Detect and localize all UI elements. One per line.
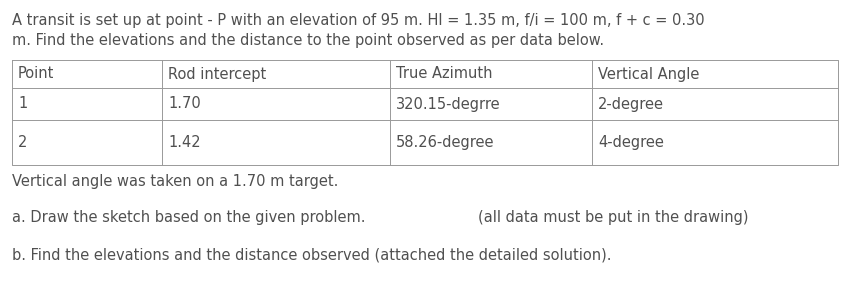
Text: 2-degree: 2-degree	[597, 96, 663, 111]
Text: 1.42: 1.42	[168, 135, 200, 150]
Text: A transit is set up at point - P with an elevation of 95 m. HI = 1.35 m, f/i = 1: A transit is set up at point - P with an…	[12, 13, 704, 28]
Text: True Azimuth: True Azimuth	[395, 67, 492, 81]
Text: 320.15-degrre: 320.15-degrre	[395, 96, 500, 111]
Text: 58.26-degree: 58.26-degree	[395, 135, 494, 150]
Text: Vertical angle was taken on a 1.70 m target.: Vertical angle was taken on a 1.70 m tar…	[12, 174, 338, 189]
Text: (all data must be put in the drawing): (all data must be put in the drawing)	[477, 210, 747, 225]
Text: 4-degree: 4-degree	[597, 135, 663, 150]
Text: Rod intercept: Rod intercept	[168, 67, 266, 81]
Text: 2: 2	[18, 135, 27, 150]
Text: 1: 1	[18, 96, 27, 111]
Text: 1.70: 1.70	[168, 96, 200, 111]
Text: b. Find the elevations and the distance observed (attached the detailed solution: b. Find the elevations and the distance …	[12, 248, 611, 263]
Text: a. Draw the sketch based on the given problem.: a. Draw the sketch based on the given pr…	[12, 210, 365, 225]
Text: m. Find the elevations and the distance to the point observed as per data below.: m. Find the elevations and the distance …	[12, 33, 603, 48]
Text: Vertical Angle: Vertical Angle	[597, 67, 699, 81]
Text: Point: Point	[18, 67, 55, 81]
